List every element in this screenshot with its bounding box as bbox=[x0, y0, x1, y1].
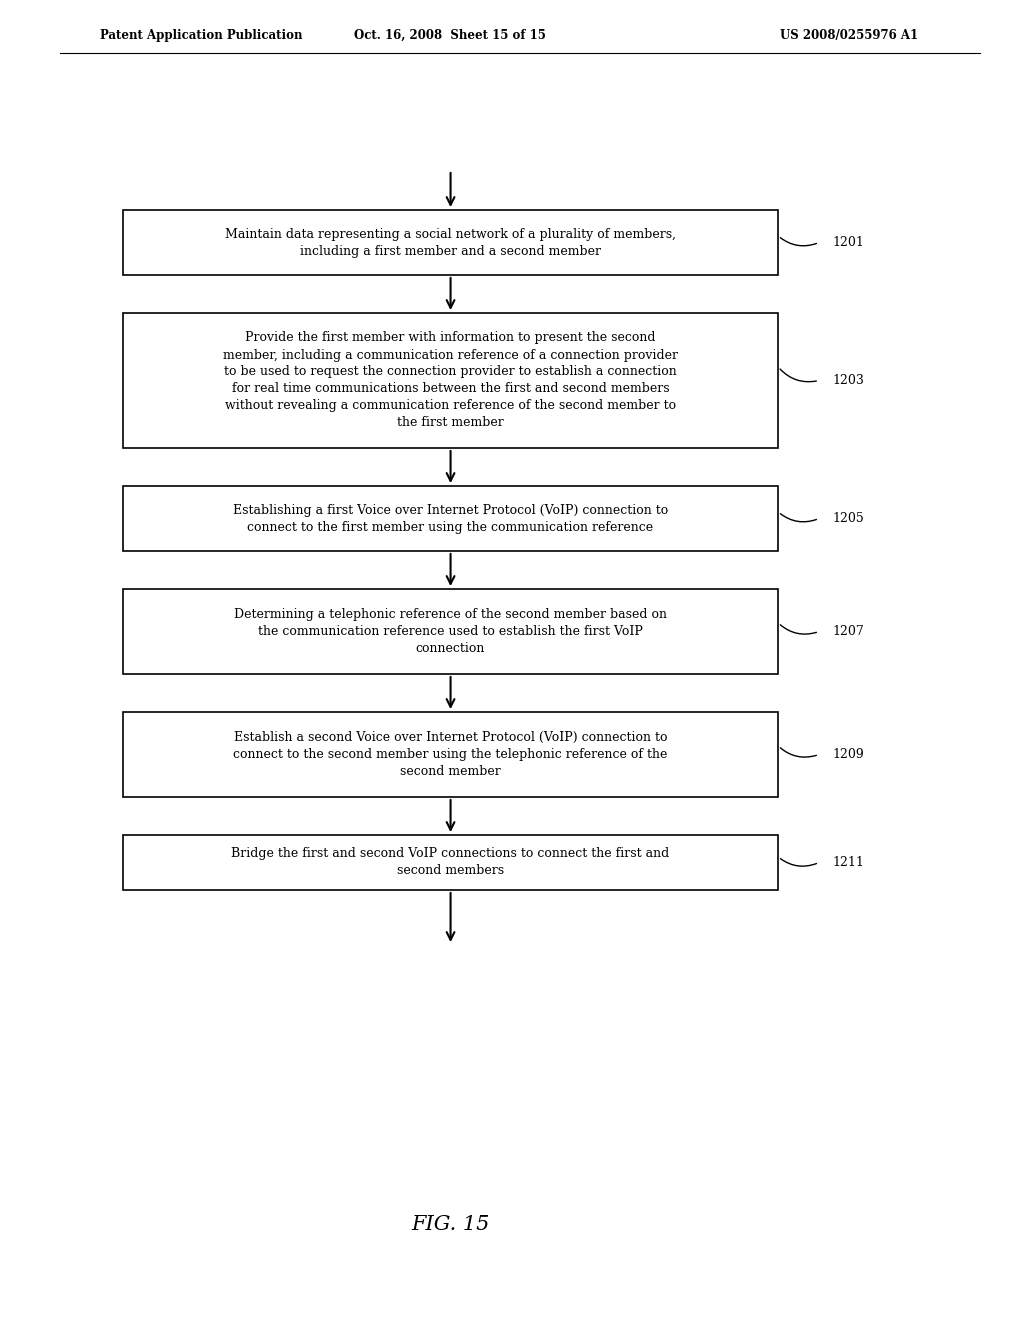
Text: Maintain data representing a social network of a plurality of members,
including: Maintain data representing a social netw… bbox=[225, 227, 676, 257]
Text: 1211: 1211 bbox=[833, 855, 864, 869]
FancyArrowPatch shape bbox=[780, 238, 816, 246]
Text: 1207: 1207 bbox=[833, 624, 864, 638]
FancyArrowPatch shape bbox=[780, 624, 816, 634]
Text: Bridge the first and second VoIP connections to connect the first and
second mem: Bridge the first and second VoIP connect… bbox=[231, 847, 670, 878]
Bar bbox=[123, 589, 778, 675]
Text: 1209: 1209 bbox=[833, 748, 864, 762]
Text: Provide the first member with information to present the second
member, includin: Provide the first member with informatio… bbox=[223, 331, 678, 429]
Bar bbox=[123, 711, 778, 797]
FancyArrowPatch shape bbox=[780, 513, 816, 521]
FancyArrowPatch shape bbox=[780, 370, 816, 381]
Text: Establishing a first Voice over Internet Protocol (VoIP) connection to
connect t: Establishing a first Voice over Internet… bbox=[232, 503, 669, 533]
Bar bbox=[123, 313, 778, 447]
Text: 1205: 1205 bbox=[833, 512, 864, 525]
Text: Patent Application Publication: Patent Application Publication bbox=[100, 29, 302, 41]
Text: Oct. 16, 2008  Sheet 15 of 15: Oct. 16, 2008 Sheet 15 of 15 bbox=[354, 29, 546, 41]
Text: Determining a telephonic reference of the second member based on
the communicati: Determining a telephonic reference of th… bbox=[234, 609, 667, 655]
Text: Establish a second Voice over Internet Protocol (VoIP) connection to
connect to : Establish a second Voice over Internet P… bbox=[233, 731, 668, 777]
FancyArrowPatch shape bbox=[780, 859, 816, 866]
Bar bbox=[123, 210, 778, 275]
Text: 1203: 1203 bbox=[833, 374, 864, 387]
Text: US 2008/0255976 A1: US 2008/0255976 A1 bbox=[780, 29, 919, 41]
Bar bbox=[123, 836, 778, 890]
Text: FIG. 15: FIG. 15 bbox=[412, 1216, 489, 1234]
Text: 1201: 1201 bbox=[833, 236, 864, 249]
Bar bbox=[123, 486, 778, 550]
FancyArrowPatch shape bbox=[780, 748, 816, 758]
